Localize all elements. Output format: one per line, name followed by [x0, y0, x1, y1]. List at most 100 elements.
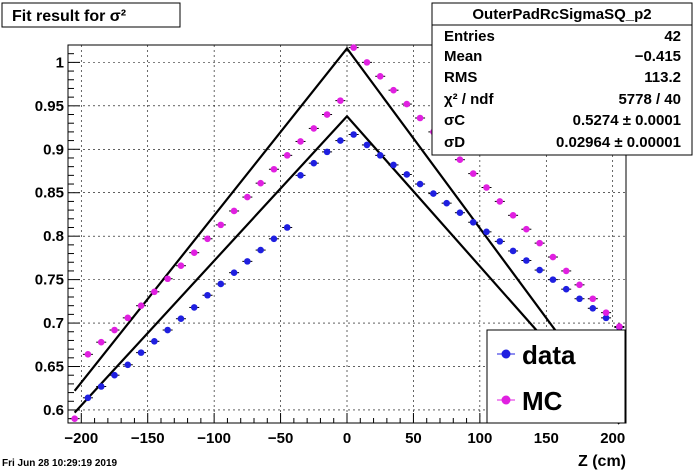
point-mc — [376, 72, 384, 80]
chart-title-box: Fit result for σ² — [1, 2, 181, 28]
y-tick-label: 0.7 — [43, 315, 64, 332]
point-mc — [204, 235, 211, 243]
y-tick-label: 0.75 — [35, 272, 64, 289]
point-data — [350, 131, 357, 138]
point-mc — [71, 415, 78, 422]
point-data — [430, 190, 437, 197]
point-data — [549, 276, 557, 283]
y-tick-label: 0.6 — [43, 402, 64, 419]
point-data — [337, 137, 344, 144]
point-data — [124, 361, 132, 369]
point-mc — [257, 179, 264, 187]
point-mc — [124, 314, 132, 322]
point-mc — [589, 295, 597, 303]
point-data — [111, 371, 118, 379]
point-mc — [536, 239, 543, 247]
point-mc — [84, 351, 92, 358]
point-mc — [151, 288, 158, 296]
point-mc — [297, 138, 304, 145]
legend-marker-data — [501, 349, 511, 359]
stats-value: −0.415 — [635, 48, 681, 65]
legend-item-mc: MC — [497, 386, 563, 416]
x-tick-label: 100 — [467, 430, 492, 447]
point-data — [137, 349, 145, 356]
point-data — [204, 291, 211, 299]
point-data — [576, 295, 583, 303]
stats-label: Mean — [444, 48, 482, 65]
point-data — [217, 280, 225, 288]
stats-label: σC — [444, 112, 465, 129]
point-data — [509, 247, 517, 255]
point-data — [244, 258, 251, 265]
stats-label: RMS — [444, 69, 477, 86]
point-mc — [164, 275, 171, 283]
y-tick-label: 0.8 — [43, 228, 64, 245]
stats-value: 113.2 — [644, 69, 681, 86]
x-tick-label: 150 — [534, 430, 559, 447]
point-data — [469, 218, 477, 226]
point-data — [376, 152, 384, 159]
point-mc — [217, 221, 225, 229]
point-mc — [310, 125, 318, 132]
point-mc — [469, 170, 477, 177]
point-mc — [363, 59, 371, 66]
tick-layer: −200 −150 −100 −50 0 50 100 150 200 0.6 0.65 0.7 0.7… — [35, 44, 625, 447]
point-data — [390, 161, 397, 169]
stats-value: 42 — [664, 28, 681, 45]
chart-title: Fit result for σ² — [12, 8, 126, 25]
point-data — [536, 266, 543, 274]
point-data — [589, 304, 597, 312]
point-mc — [562, 267, 570, 275]
point-mc — [523, 225, 530, 233]
point-mc — [137, 302, 145, 309]
point-mc — [483, 184, 490, 191]
point-mc — [244, 193, 251, 201]
stats-label: σD — [444, 134, 465, 151]
point-mc — [283, 152, 291, 159]
point-data — [443, 199, 450, 207]
y-tick-label: 0.95 — [35, 98, 64, 115]
point-data — [523, 257, 530, 264]
stats-box: OuterPadRcSigmaSQ_p2 Entries 42 Mean −0.… — [431, 2, 693, 156]
x-tick-label: 200 — [600, 430, 625, 447]
stats-label: Entries — [444, 28, 495, 45]
point-mc — [97, 338, 105, 346]
legend-item-data: data — [497, 340, 576, 370]
point-data — [177, 315, 185, 323]
legend-label-data: data — [522, 340, 576, 370]
points-layer — [69, 44, 625, 422]
point-mc — [230, 207, 238, 215]
point-mc — [496, 198, 504, 205]
point-data — [456, 209, 464, 217]
y-tick-label: 0.85 — [35, 185, 64, 202]
x-tick-label: 0 — [343, 430, 351, 447]
point-mc — [337, 97, 344, 104]
point-mc — [190, 249, 198, 256]
point-mc — [390, 86, 397, 94]
x-axis-label: Z (cm) — [578, 453, 626, 470]
fit-line — [73, 114, 621, 425]
legend-marker-mc — [501, 395, 511, 405]
point-data — [297, 172, 304, 179]
point-mc — [456, 156, 464, 164]
point-data — [257, 246, 264, 254]
point-mc — [549, 253, 557, 261]
legend: data MC — [486, 329, 626, 424]
point-data — [230, 269, 238, 276]
x-tick-label: −150 — [131, 430, 165, 447]
stats-value: 0.5274 ± 0.0001 — [573, 112, 681, 129]
point-data — [283, 224, 291, 231]
point-mc — [270, 165, 278, 173]
point-data — [483, 228, 490, 236]
point-data — [403, 171, 411, 178]
point-data — [323, 148, 331, 156]
point-data — [496, 238, 504, 245]
point-data — [562, 285, 570, 293]
stats-label: χ² / ndf — [444, 91, 494, 108]
point-data — [602, 314, 610, 322]
stats-box-name: OuterPadRcSigmaSQ_p2 — [472, 6, 651, 23]
point-data — [164, 326, 171, 334]
point-data — [363, 141, 371, 149]
point-mc — [403, 100, 411, 108]
